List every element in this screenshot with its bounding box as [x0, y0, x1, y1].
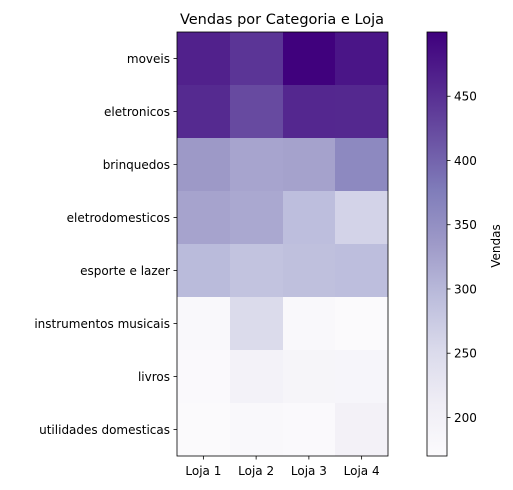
colorbar-tick-label: 350 — [454, 218, 477, 232]
x-tick-label: Loja 2 — [238, 464, 274, 478]
x-tick-label: Loja 1 — [185, 464, 221, 478]
heatmap-cell — [177, 85, 230, 138]
heatmap-cell — [230, 350, 283, 403]
colorbar-label: Vendas — [489, 224, 503, 268]
y-tick-label: eletrodomesticos — [67, 211, 170, 225]
heatmap-cell — [335, 244, 388, 297]
colorbar-tick-label: 400 — [454, 154, 477, 168]
y-tick-label: esporte e lazer — [80, 264, 170, 278]
chart-title: Vendas por Categoria e Loja — [180, 12, 384, 28]
y-tick-label: brinquedos — [103, 158, 170, 172]
heatmap-cell — [230, 244, 283, 297]
heatmap-cell — [177, 403, 230, 456]
y-tick-label: eletronicos — [104, 105, 170, 119]
heatmap-cell — [230, 297, 283, 350]
x-tick-label: Loja 3 — [291, 464, 327, 478]
heatmap-cell — [335, 85, 388, 138]
heatmap-cell — [177, 32, 230, 85]
heatmap-cell — [283, 297, 335, 350]
colorbar-tick-label: 250 — [454, 347, 477, 361]
heatmap-cell — [177, 138, 230, 191]
y-tick-label: livros — [138, 370, 170, 384]
heatmap-cell — [335, 350, 388, 403]
heatmap-cell — [283, 32, 335, 85]
heatmap-cell — [283, 350, 335, 403]
heatmap-cell — [335, 32, 388, 85]
heatmap-cell — [335, 297, 388, 350]
heatmap-cell — [177, 297, 230, 350]
heatmap-cell — [230, 403, 283, 456]
heatmap-cell — [335, 403, 388, 456]
colorbar-tick-label: 300 — [454, 282, 477, 296]
y-tick-label: utilidades domesticas — [39, 423, 170, 437]
heatmap-cell — [230, 138, 283, 191]
heatmap-cell — [283, 403, 335, 456]
heatmap-cells — [177, 32, 388, 456]
y-tick-label: moveis — [127, 52, 170, 66]
y-axis-ticks: moveis eletronicos brinquedos eletrodomesti… — [34, 52, 177, 437]
heatmap-cell — [335, 191, 388, 244]
plot-frame — [176, 31, 389, 457]
heatmap-cell — [283, 85, 335, 138]
heatmap-cell — [230, 32, 283, 85]
colorbar-tick-label: 450 — [454, 90, 477, 104]
x-tick-label: Loja 4 — [344, 464, 380, 478]
plot-border — [176, 31, 389, 457]
heatmap-cell — [177, 244, 230, 297]
colorbar-tick-label: 200 — [454, 411, 477, 425]
y-tick-label: instrumentos musicais — [34, 317, 170, 331]
heatmap-cell — [177, 350, 230, 403]
colorbar: 200 250 300 350 400 450 — [426, 31, 477, 457]
heatmap-cell — [230, 85, 283, 138]
colorbar-border — [426, 31, 448, 457]
colorbar-gradient — [427, 32, 447, 456]
heatmap-cell — [230, 191, 283, 244]
x-axis-ticks: Loja 1 Loja 2 Loja 3 Loja 4 — [185, 456, 380, 478]
heatmap-cell — [283, 191, 335, 244]
heatmap-cell — [177, 191, 230, 244]
heatmap-cell — [335, 138, 388, 191]
heatmap-cell — [283, 244, 335, 297]
heatmap-cell — [283, 138, 335, 191]
